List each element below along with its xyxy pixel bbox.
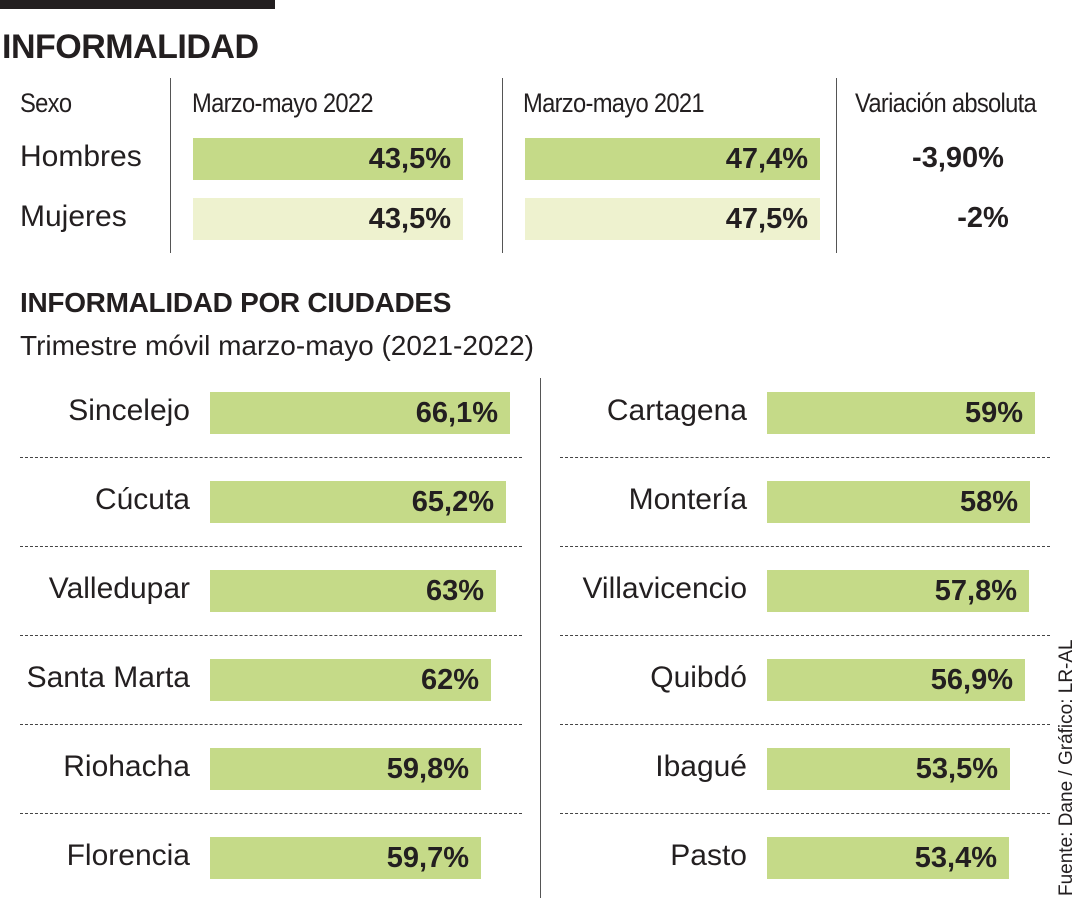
city-value-label: 59,8% (386, 753, 469, 785)
city-bar: 63% (210, 570, 496, 612)
row-separator (560, 546, 1050, 547)
header-2021: Marzo-mayo 2021 (523, 88, 705, 118)
city-value-label: 53,4% (914, 842, 997, 874)
city-value-label: 66,1% (415, 397, 498, 429)
top-rule (0, 0, 275, 9)
city-value-label: 57,8% (934, 575, 1017, 607)
row-separator (20, 724, 522, 725)
city-value-label: 58% (959, 486, 1018, 518)
row-label-mujeres: Mujeres (20, 200, 127, 233)
city-bar: 66,1% (210, 392, 510, 434)
city-bar: 56,9% (767, 659, 1025, 701)
row-separator (560, 635, 1050, 636)
value-hombres-2021: 47,4% (725, 143, 808, 175)
city-bar: 59,8% (210, 748, 481, 790)
city-label: Quibdó (650, 661, 747, 694)
city-label: Sincelejo (68, 394, 190, 427)
city-value-label: 59% (964, 397, 1023, 429)
chart-subtitle: Trimestre móvil marzo-mayo (2021-2022) (20, 330, 534, 361)
city-bar: 62% (210, 659, 491, 701)
row-separator (560, 724, 1050, 725)
city-value-label: 63% (425, 575, 484, 607)
city-value-label: 53,5% (915, 753, 998, 785)
header-variation: Variación absoluta (855, 88, 1037, 118)
chart-title: INFORMALIDAD POR CIUDADES (20, 287, 452, 318)
city-value-label: 56,9% (930, 664, 1013, 696)
chart-column-divider (540, 378, 541, 898)
city-label: Villavicencio (582, 572, 747, 605)
table-divider (502, 78, 503, 253)
bar-mujeres-2022: 43,5% (193, 198, 463, 240)
city-label: Santa Marta (26, 661, 190, 694)
city-value-label: 59,7% (386, 842, 469, 874)
city-label: Cartagena (606, 394, 747, 427)
bar-hombres-2021: 47,4% (525, 138, 820, 180)
bar-hombres-2022: 43,5% (193, 138, 463, 180)
variation-hombres: -3,90% (912, 142, 1004, 174)
city-label: Cúcuta (94, 483, 190, 516)
city-bar: 53,5% (767, 748, 1010, 790)
city-value-label: 65,2% (411, 486, 494, 518)
city-bar: 65,2% (210, 481, 506, 523)
row-separator (20, 546, 522, 547)
city-bar: 59,7% (210, 837, 481, 879)
bar-mujeres-2021: 47,5% (525, 198, 820, 240)
header-sexo: Sexo (20, 88, 72, 118)
row-separator (560, 457, 1050, 458)
variation-mujeres: -2% (957, 202, 1009, 234)
row-label-hombres: Hombres (20, 140, 142, 173)
city-label: Montería (628, 483, 747, 516)
value-hombres-2022: 43,5% (368, 143, 451, 175)
header-2022: Marzo-mayo 2022 (192, 88, 374, 118)
city-label: Riohacha (63, 750, 190, 783)
city-label: Florencia (66, 839, 190, 872)
row-separator (20, 635, 522, 636)
row-separator (560, 813, 1050, 814)
table-divider (170, 78, 171, 253)
row-separator (20, 457, 522, 458)
city-label: Ibagué (655, 750, 747, 783)
city-label: Pasto (670, 839, 747, 872)
source-credit: Fuente: Dane / Gráfico: LR-AL (1056, 639, 1077, 896)
city-label: Valledupar (48, 572, 190, 605)
city-bar: 58% (767, 481, 1030, 523)
city-value-label: 62% (420, 664, 479, 696)
row-separator (20, 813, 522, 814)
value-mujeres-2022: 43,5% (368, 203, 451, 235)
city-bar: 53,4% (767, 837, 1009, 879)
table-divider (836, 78, 837, 253)
city-bar: 57,8% (767, 570, 1029, 612)
page-title: INFORMALIDAD (2, 28, 259, 66)
city-bar: 59% (767, 392, 1035, 434)
value-mujeres-2021: 47,5% (725, 203, 808, 235)
